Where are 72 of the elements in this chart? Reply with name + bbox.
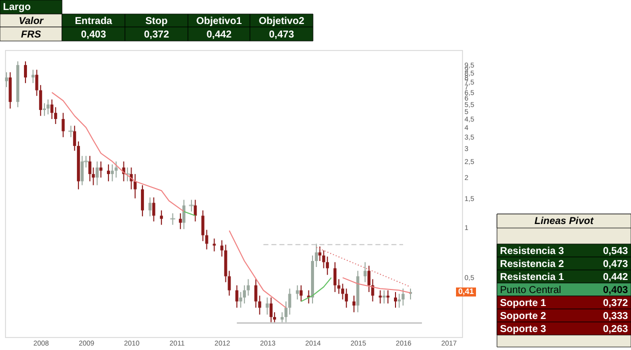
text: 0,473 xyxy=(602,259,628,270)
text: Lineas Pivot xyxy=(534,216,594,227)
text: Valor xyxy=(18,16,44,27)
candlestick xyxy=(322,250,326,269)
text: Soporte 3 xyxy=(500,324,547,335)
candlestick xyxy=(270,297,273,323)
candlestick xyxy=(352,295,356,313)
candlestick xyxy=(242,284,246,304)
candlestick xyxy=(394,292,398,308)
candlestick xyxy=(382,290,386,304)
text: 0,333 xyxy=(602,311,628,322)
candlestick xyxy=(326,256,329,276)
candlestick xyxy=(24,60,27,84)
text: 0,543 xyxy=(602,246,628,257)
candlestick xyxy=(50,98,54,120)
text: Soporte 1 xyxy=(500,298,547,309)
text: 0,263 xyxy=(602,324,628,335)
text: Resistencia 3 xyxy=(500,246,564,257)
candlestick xyxy=(73,125,76,152)
text: 0,442 xyxy=(206,30,232,40)
candlestick xyxy=(110,164,114,182)
candlestick xyxy=(62,112,65,138)
candlestick xyxy=(398,293,401,308)
candlestick xyxy=(160,210,163,226)
candlestick xyxy=(99,160,102,178)
annotation: 0,41 xyxy=(458,287,474,296)
candlestick xyxy=(341,283,344,300)
text: 0,403 xyxy=(80,30,106,40)
candlestick xyxy=(280,312,284,323)
text: 0,372 xyxy=(602,298,628,309)
candlestick xyxy=(148,196,152,217)
candlestick xyxy=(344,288,348,308)
candlestick xyxy=(239,292,242,308)
candlestick xyxy=(235,284,238,308)
candlestick xyxy=(228,270,231,296)
text: Resistencia 1 xyxy=(500,272,564,283)
candlestick xyxy=(32,69,35,84)
text: Soporte 2 xyxy=(500,311,547,322)
candlestick xyxy=(140,184,144,217)
candlestick xyxy=(246,278,250,296)
candlestick xyxy=(296,284,299,300)
candlestick xyxy=(402,288,405,306)
candlestick xyxy=(182,199,186,230)
candlestick xyxy=(178,212,182,230)
text: Stop xyxy=(145,16,168,27)
text: Resistencia 2 xyxy=(500,259,564,270)
text: Objetivo1 xyxy=(196,16,242,27)
candlestick xyxy=(106,164,110,182)
candlestick xyxy=(5,72,8,88)
text: 0,442 xyxy=(602,272,628,283)
text: 0,372 xyxy=(144,30,170,40)
candlestick xyxy=(42,102,46,116)
text: Largo xyxy=(3,2,31,13)
candlestick xyxy=(266,297,269,316)
candlestick xyxy=(300,284,303,302)
text: Entrada xyxy=(74,16,113,27)
candlestick xyxy=(314,243,318,268)
candlestick xyxy=(114,160,118,178)
candlestick xyxy=(194,199,197,222)
candlestick xyxy=(378,290,382,304)
candlestick xyxy=(96,160,99,186)
text: 0,473 xyxy=(268,30,294,40)
text: Objetivo2 xyxy=(258,16,305,27)
candlestick xyxy=(88,155,92,182)
candlestick xyxy=(364,262,367,283)
candlestick xyxy=(152,196,156,222)
text: Punto Central xyxy=(500,285,562,296)
candlestick xyxy=(46,98,50,115)
candlestick xyxy=(333,262,336,293)
text: 0,403 xyxy=(602,285,628,296)
text: FRS xyxy=(21,30,42,40)
candlestick xyxy=(386,290,390,304)
